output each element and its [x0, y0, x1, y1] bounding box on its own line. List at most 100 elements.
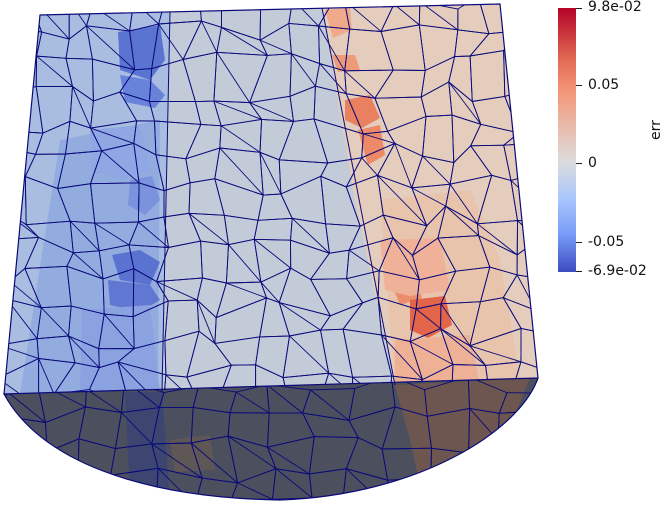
grain-boundary	[361, 157, 378, 176]
grain-boundary	[27, 4, 70, 40]
grain-boundary	[9, 280, 42, 309]
grain-boundary	[415, 308, 441, 329]
grain-boundary	[38, 358, 55, 394]
colorbar-min-label: -6.9e-02	[588, 263, 647, 279]
grain-boundary	[69, 220, 100, 252]
grain-boundary	[381, 334, 423, 380]
grain-cell	[4, 4, 43, 33]
grain-boundary	[161, 11, 171, 393]
grain-boundary	[518, 132, 537, 144]
cell-low	[90, 125, 150, 180]
grain-boundary	[291, 53, 316, 87]
grain-boundary	[227, 435, 277, 470]
cell-low	[108, 280, 160, 312]
cell-low	[118, 25, 165, 80]
grain-boundary	[503, 50, 538, 83]
grain-boundary	[6, 390, 46, 423]
grain-boundary	[275, 468, 313, 499]
grain-cell	[502, 30, 538, 57]
grain-boundary	[213, 100, 262, 120]
grain-boundary	[445, 205, 479, 236]
grain-boundary	[237, 482, 273, 500]
cell-high	[325, 8, 352, 38]
grain-cell	[162, 374, 202, 394]
grain-boundary	[267, 446, 310, 475]
grain-boundary	[228, 244, 262, 283]
colorbar-tick-label: 0.05	[588, 77, 620, 93]
front-face	[4, 378, 538, 500]
grain-boundary	[151, 443, 203, 479]
grain-cell	[38, 357, 76, 394]
grain-boundary	[449, 183, 478, 225]
colorbar-title: err	[648, 120, 664, 140]
grain-cell	[186, 364, 233, 394]
grain-boundary	[94, 222, 130, 246]
colorbar-max-label: 9.8e-02	[588, 0, 642, 15]
colorbar-tick-label: -0.05	[588, 234, 625, 250]
front-face-outline	[3, 377, 539, 501]
colorbar-tick	[576, 242, 582, 243]
grain-cell	[308, 468, 347, 500]
grain-cell	[4, 357, 40, 394]
grain-boundary	[260, 281, 280, 303]
grain-boundary	[36, 55, 73, 87]
grain-cell	[503, 465, 538, 500]
grain-boundary	[219, 147, 264, 196]
grain-cell	[4, 468, 46, 500]
colorbar-tick	[576, 85, 582, 86]
grain-cell	[520, 327, 538, 374]
grain-boundary	[117, 361, 164, 394]
grain-boundary	[188, 212, 229, 246]
grain-boundary	[103, 313, 135, 349]
grain-boundary	[319, 63, 347, 95]
grain-boundary	[158, 23, 184, 60]
grain-boundary	[411, 187, 446, 207]
grain-cell	[388, 375, 424, 394]
grain-cell	[503, 50, 538, 97]
grain-boundary	[40, 307, 69, 337]
grain-boundary	[4, 439, 31, 470]
grain-boundary	[121, 412, 153, 445]
grain-boundary	[497, 440, 538, 484]
cell-high	[380, 238, 450, 296]
grain-boundary	[216, 52, 250, 103]
grain-boundary	[519, 4, 538, 36]
cell-high	[410, 296, 452, 338]
grain-boundary	[259, 152, 282, 195]
colorbar-tick	[576, 163, 582, 164]
grain-boundary	[72, 252, 104, 280]
cell-low	[120, 75, 165, 108]
grain-boundary	[291, 217, 330, 254]
grain-boundary	[266, 384, 303, 414]
grain-boundary	[289, 335, 330, 374]
grain-cell	[515, 4, 538, 36]
grain-boundary	[190, 442, 238, 484]
grain-boundary	[220, 125, 261, 153]
grain-cell	[77, 474, 118, 500]
grain-cell	[88, 361, 131, 394]
grain-cell	[502, 296, 538, 336]
colorbar-gradient	[558, 8, 576, 272]
grain-boundary	[101, 150, 140, 184]
grain-boundary	[472, 481, 505, 500]
grain-boundary	[318, 25, 346, 72]
colorbar-tick	[576, 271, 582, 272]
grain-boundary	[86, 25, 136, 71]
grain-boundary	[419, 4, 459, 31]
cell-high	[345, 95, 380, 128]
grain-boundary	[72, 86, 92, 129]
grain-cell	[4, 25, 43, 60]
grain-boundary	[259, 39, 292, 55]
cell-high	[358, 125, 385, 165]
grain-boundary	[138, 221, 169, 248]
grain-boundary	[90, 127, 134, 144]
grain-boundary	[321, 7, 396, 386]
grain-boundary	[196, 299, 216, 344]
grain-boundary	[249, 102, 294, 122]
grain-cell	[4, 438, 49, 471]
grain-boundary	[221, 26, 268, 56]
grain-cell	[29, 468, 84, 500]
grain-boundary	[422, 155, 451, 185]
cell-low	[128, 176, 160, 215]
